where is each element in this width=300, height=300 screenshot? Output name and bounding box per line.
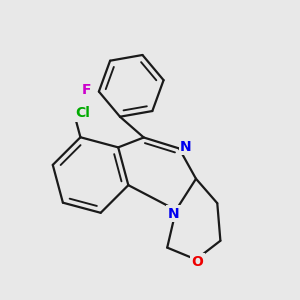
Text: N: N [180, 140, 192, 154]
Text: O: O [192, 255, 203, 269]
Text: Cl: Cl [75, 106, 90, 120]
Text: N: N [168, 207, 179, 221]
Text: F: F [82, 83, 91, 97]
